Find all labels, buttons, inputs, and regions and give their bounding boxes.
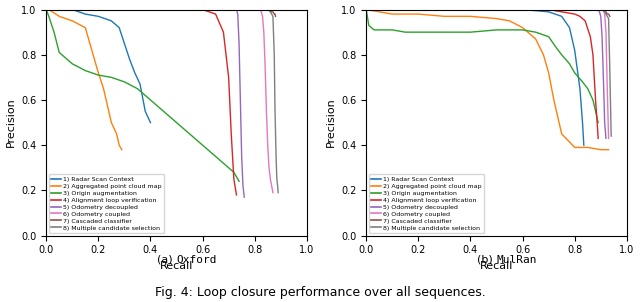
Text: (b): (b): [477, 255, 497, 265]
Text: (a): (a): [157, 255, 177, 265]
X-axis label: Recall: Recall: [160, 261, 193, 271]
Text: Oxford: Oxford: [177, 255, 217, 265]
Text: MulRan: MulRan: [497, 255, 537, 265]
Y-axis label: Precision: Precision: [6, 98, 15, 147]
Legend: 1) Radar Scan Context, 2) Aggregated point cloud map, 3) Origin augmentation, 4): 1) Radar Scan Context, 2) Aggregated poi…: [369, 174, 484, 233]
Y-axis label: Precision: Precision: [326, 98, 335, 147]
Legend: 1) Radar Scan Context, 2) Aggregated point cloud map, 3) Origin augmentation, 4): 1) Radar Scan Context, 2) Aggregated poi…: [49, 174, 164, 233]
Text: Fig. 4: Loop closure performance over all sequences.: Fig. 4: Loop closure performance over al…: [155, 286, 485, 299]
X-axis label: Recall: Recall: [480, 261, 513, 271]
